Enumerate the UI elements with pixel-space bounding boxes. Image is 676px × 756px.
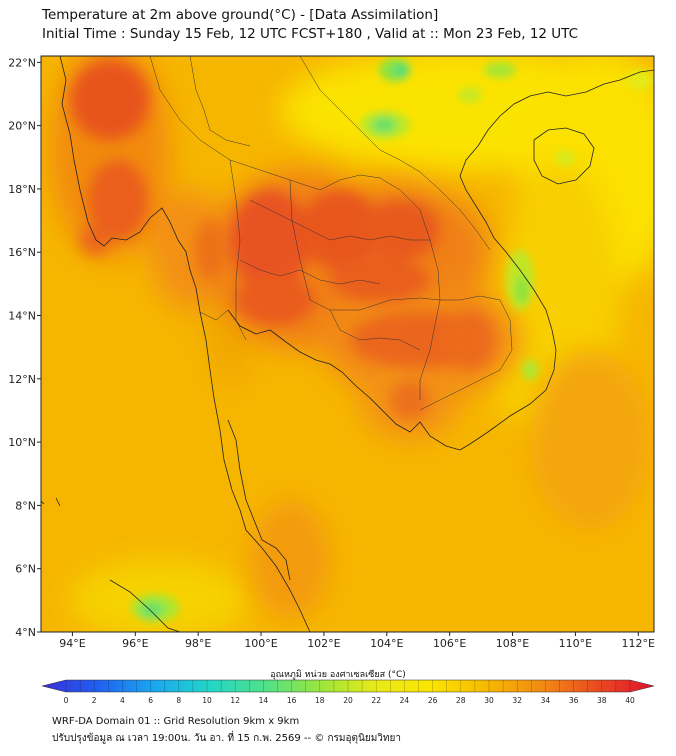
footer-domain-info: WRF-DA Domain 01 :: Grid Resolution 9km … — [52, 716, 300, 727]
border-5 — [249, 199, 430, 241]
coastlines — [41, 56, 654, 632]
temperature-field — [41, 56, 654, 632]
colorbar-tick-label: 32 — [512, 696, 522, 705]
colorbar-tick-label: 12 — [230, 696, 240, 705]
coastline-sumatra — [109, 579, 181, 632]
map-title: Temperature at 2m above ground(°C) - [Da… — [42, 7, 439, 23]
border-7 — [419, 295, 513, 411]
latitude-axis: 22°N 20°N 18°N 16°N 14°N 12°N 10°N 8°N 6°N 4°N — [8, 56, 41, 639]
coastline-andaman — [41, 497, 61, 507]
coastline-gulf-thailand — [227, 309, 471, 451]
colorbar-tick-label: 30 — [484, 696, 494, 705]
lat-tick-label: 4°N — [15, 626, 36, 639]
colorbar-tick-label: 22 — [371, 696, 381, 705]
colorbar-tick-label: 10 — [202, 696, 212, 705]
lat-tick-label: 22°N — [8, 56, 36, 69]
colorbar-tick-label: 40 — [625, 696, 635, 705]
colorbar-ticks: 0 2 4 6 8 10 12 14 16 18 20 22 24 26 28 30 32 34 36 38 40 — [64, 680, 635, 705]
lon-tick-label: 106°E — [433, 637, 466, 650]
lon-tick-label: 96°E — [122, 637, 148, 650]
colorbar-tick-label: 16 — [287, 696, 297, 705]
lon-tick-label: 94°E — [59, 637, 85, 650]
coastline-malay — [227, 419, 291, 581]
colorbar: 0 2 4 6 8 10 12 14 16 18 20 22 24 26 28 30 32 34 36 38 40 — [41, 679, 655, 705]
coastline-hainan — [533, 127, 595, 185]
map-subtitle: Initial Time : Sunday 15 Feb, 12 UTC FCS… — [42, 26, 579, 42]
lon-tick-label: 110°E — [559, 637, 592, 650]
colorbar-tick-label: 24 — [400, 696, 410, 705]
colorbar-tick-label: 38 — [597, 696, 607, 705]
coastline-vietnam — [459, 69, 654, 445]
border-9 — [299, 56, 491, 251]
colorbar-label: อุณหภูมิ หน่วย องศาเซลเซียส (°C) — [270, 670, 406, 680]
border-10 — [199, 309, 229, 321]
hot-cores — [70, 60, 495, 420]
lat-tick-label: 12°N — [8, 373, 36, 386]
lon-tick-label: 112°E — [622, 637, 655, 650]
longitude-axis: 94°E 96°E 98°E 100°E 102°E 104°E 106°E 108°E 110… — [59, 632, 655, 650]
colorbar-tick-label: 2 — [92, 696, 97, 705]
colorbar-tick-label: 26 — [428, 696, 438, 705]
lat-tick-label: 10°N — [8, 436, 36, 449]
province-borders — [149, 56, 513, 411]
lon-tick-label: 102°E — [307, 637, 340, 650]
colorbar-tick-label: 34 — [541, 696, 551, 705]
map-panel: 94°E 96°E 98°E 100°E 102°E 104°E 106°E 108°E 110… — [8, 55, 655, 650]
border-1 — [149, 56, 441, 400]
lat-tick-label: 8°N — [15, 499, 36, 512]
colorbar-tick-label: 14 — [259, 696, 269, 705]
border-6 — [239, 259, 381, 285]
lat-tick-label: 16°N — [8, 246, 36, 259]
lon-tick-label: 104°E — [370, 637, 403, 650]
footer-update-info: ปรับปรุงข้อมูล ณ เวลา 19:00น. วัน อา. ที… — [52, 733, 401, 744]
map-frame — [40, 55, 655, 633]
colorbar-tick-label: 28 — [456, 696, 466, 705]
colorbar-tick-label: 8 — [176, 696, 181, 705]
colorbar-tick-label: 0 — [64, 696, 69, 705]
lat-tick-label: 18°N — [8, 183, 36, 196]
colorbar-tick-label: 6 — [148, 696, 153, 705]
border-8 — [189, 56, 251, 147]
border-2 — [229, 159, 247, 341]
lon-tick-label: 100°E — [244, 637, 277, 650]
temperature-map: 94°E 96°E 98°E 100°E 102°E 104°E 106°E 108°E 110… — [8, 55, 655, 650]
colorbar-tick-label: 4 — [120, 696, 125, 705]
colorbar-tick-label: 20 — [343, 696, 353, 705]
coastline-myanmar-west — [59, 56, 311, 632]
border-4 — [329, 309, 421, 351]
colorbar-tick-label: 18 — [315, 696, 325, 705]
colorbar-bar — [41, 679, 655, 693]
lat-tick-label: 20°N — [8, 120, 36, 133]
lon-tick-label: 108°E — [496, 637, 529, 650]
lat-tick-label: 6°N — [15, 563, 36, 576]
lat-tick-label: 14°N — [8, 310, 36, 323]
colorbar-tick-label: 36 — [569, 696, 579, 705]
lon-tick-label: 98°E — [185, 637, 211, 650]
